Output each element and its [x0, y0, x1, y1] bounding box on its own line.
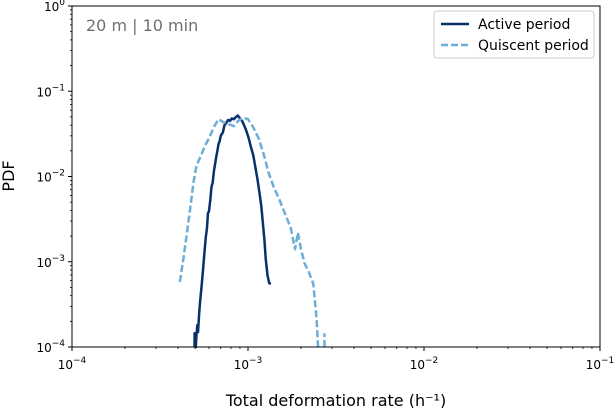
y-tick-label: 10−3: [36, 254, 65, 270]
series-line-0: [193, 114, 272, 349]
annotation-text: 20 m | 10 min: [86, 16, 198, 35]
y-axis-title: PDF: [0, 160, 18, 191]
legend-active-label: Active period: [478, 17, 570, 33]
series-line-1: [178, 116, 320, 348]
x-tick-label: 10−2: [410, 356, 439, 372]
y-tick-label: 10−1: [36, 83, 65, 99]
x-axis-title: Total deformation rate (h⁻¹): [225, 391, 446, 408]
legend-box: [433, 10, 595, 59]
series-lines: [178, 114, 326, 349]
x-tick-label: 10−3: [234, 356, 263, 372]
plot-background: [72, 6, 600, 347]
x-tick-label: 10−1: [586, 356, 615, 372]
legend: Active period Quiscent period: [433, 10, 595, 59]
y-tick-label: 10−4: [36, 339, 65, 355]
x-tick-label: 10−4: [58, 356, 87, 372]
y-tick-label: 100: [44, 0, 65, 14]
y-tick-label: 10−2: [36, 169, 65, 185]
legend-quiescent-label: Quiscent period: [478, 38, 589, 54]
axis-ticks: 10−4 10−3 10−2 10−1 10−4 10−3 10−2 10−1 100: [36, 0, 614, 372]
